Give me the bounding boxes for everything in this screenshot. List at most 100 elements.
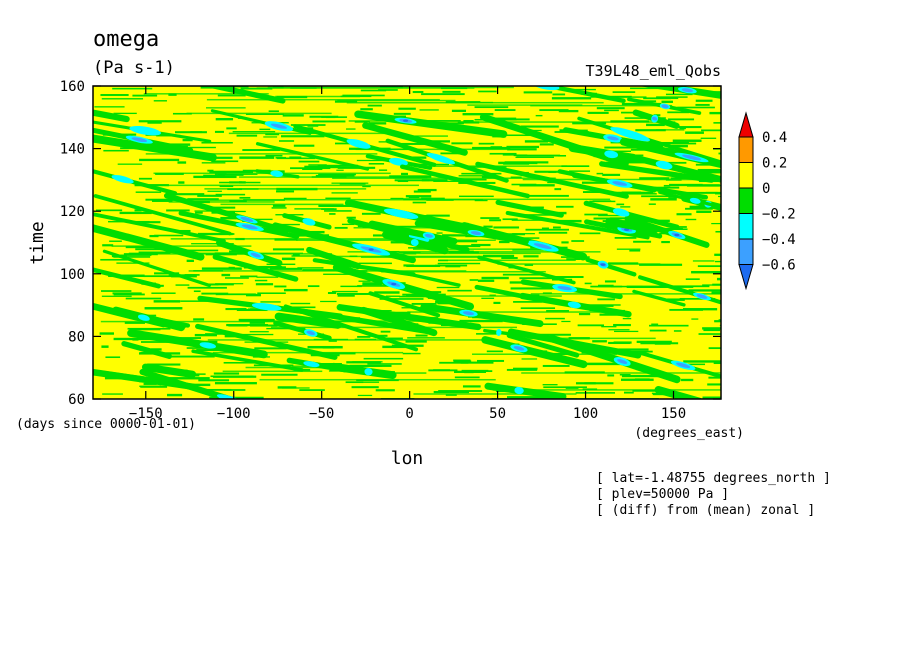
noise-dash (363, 357, 404, 360)
noise-dash (614, 236, 637, 239)
noise-dash (561, 165, 590, 168)
noise-dash (689, 205, 716, 209)
noise-dash (512, 233, 535, 235)
noise-dash (357, 335, 371, 338)
noise-dash (506, 145, 540, 149)
colorbar-segment (738, 136, 754, 163)
streak-core-strong (696, 294, 708, 299)
y-tick-label: 140 (60, 142, 85, 158)
noise-dash (596, 172, 604, 175)
noise-dash (412, 201, 427, 204)
streak-core-strong (533, 243, 552, 250)
noise-dash (542, 364, 570, 367)
noise-dash (643, 186, 680, 189)
streak-core (303, 361, 320, 368)
noise-dash (362, 283, 382, 286)
noise-dash (579, 232, 601, 235)
noise-dash (652, 228, 688, 230)
streak-core (655, 160, 673, 170)
noise-dash (213, 156, 233, 159)
noise-dash (700, 170, 721, 174)
colorbar-label: −0.2 (762, 207, 796, 223)
streak-core (137, 314, 150, 321)
noise-dash (211, 160, 239, 163)
noise-dash (584, 213, 608, 216)
noise-dash (554, 276, 584, 278)
streak (141, 363, 197, 379)
noise-dash (268, 110, 279, 113)
noise-dash (715, 192, 721, 195)
noise-dash (639, 177, 670, 180)
noise-dash (186, 249, 219, 252)
noise-dash (455, 178, 487, 181)
noise-band (407, 311, 609, 313)
noise-dash (99, 332, 114, 335)
noise-dash (328, 340, 337, 342)
noise-dash (334, 100, 358, 103)
noise-dash (368, 162, 385, 165)
noise-dash (139, 385, 162, 387)
noise-dash (324, 210, 352, 212)
noise-dash (681, 378, 694, 382)
run-name: T39L48_eml_Qobs (586, 62, 721, 80)
noise-dash (661, 240, 670, 244)
noise-band (100, 320, 359, 323)
noise-dash (187, 286, 227, 289)
noise-dash (702, 284, 721, 286)
streak (583, 200, 680, 230)
noise-dash (501, 257, 518, 259)
noise-dash (720, 387, 721, 389)
noise-dash (702, 396, 721, 399)
noise-dash (226, 127, 237, 130)
noise-dash (119, 211, 152, 215)
streak-core-peak (674, 233, 680, 237)
noise-dash (228, 266, 235, 269)
noise-dash (714, 260, 721, 263)
noise-dash (624, 193, 657, 195)
noise-dash (720, 207, 721, 210)
noise-dash (616, 248, 641, 250)
noise-dash (138, 251, 183, 253)
noise-dash (203, 174, 225, 177)
noise-dash (147, 363, 181, 366)
noise-dash (321, 208, 337, 210)
noise-dash (556, 205, 574, 208)
noise-dash (215, 118, 234, 121)
noise-dash (627, 350, 653, 353)
streak (631, 154, 721, 183)
noise-dash (513, 118, 530, 121)
chart-title: omega (93, 27, 159, 52)
noise-dash (390, 197, 404, 200)
noise-dash (668, 142, 697, 145)
noise-dash (711, 222, 721, 225)
noise-dash (232, 131, 276, 133)
noise-band (111, 245, 252, 247)
noise-dash (276, 190, 295, 193)
noise-dash (217, 174, 244, 176)
streak-core-strong (607, 136, 619, 141)
noise-dash (676, 213, 692, 216)
noise-dash (379, 337, 403, 340)
noise-dash (113, 293, 145, 296)
noise-dash (670, 177, 688, 179)
noise-band (492, 389, 721, 391)
noise-dash (379, 298, 424, 300)
noise-dash (281, 257, 296, 261)
streak-core-strong (470, 231, 482, 236)
noise-dash (695, 103, 710, 106)
noise-dash (205, 253, 237, 256)
streak-core-strong (424, 233, 433, 238)
noise-dash (620, 206, 631, 208)
noise-dash (439, 361, 469, 364)
noise-dash (277, 386, 297, 389)
noise-dash (193, 290, 201, 293)
noise-band (206, 98, 440, 101)
noise-dash (101, 290, 132, 292)
noise-dash (354, 121, 370, 123)
noise-dash (138, 120, 182, 123)
noise-dash (195, 211, 203, 214)
noise-dash (265, 154, 283, 157)
streak (163, 192, 289, 234)
streak-core-strong (241, 224, 258, 230)
streak-core-strong (240, 216, 254, 222)
